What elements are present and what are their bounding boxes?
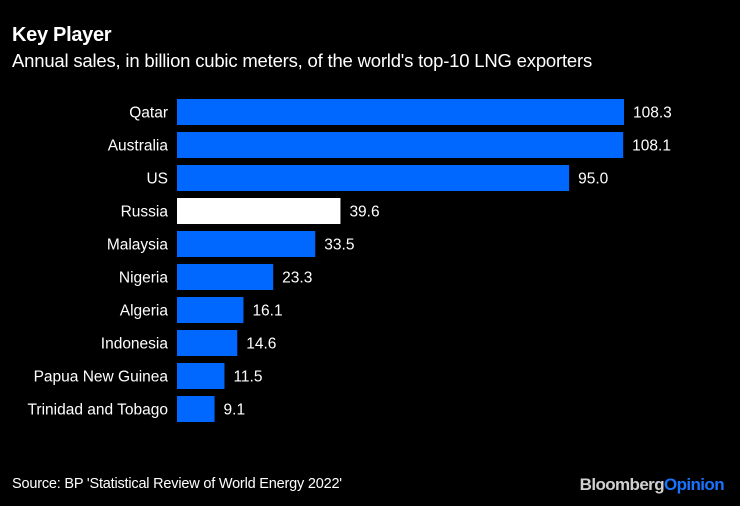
chart-title: Key Player [12, 24, 112, 46]
category-label-russia: Russia [121, 204, 169, 221]
bar-australia [177, 132, 624, 158]
value-label-qatar: 108.3 [633, 105, 672, 122]
category-label-malaysia: Malaysia [107, 237, 169, 254]
category-label-indonesia: Indonesia [101, 336, 169, 353]
bar-russia [177, 198, 341, 224]
category-label-nigeria: Nigeria [119, 270, 168, 287]
value-label-papua-new-guinea: 11.5 [233, 369, 262, 386]
value-label-indonesia: 14.6 [246, 336, 276, 353]
value-label-algeria: 16.1 [252, 303, 282, 320]
value-label-russia: 39.6 [349, 204, 379, 221]
bars-layer: Qatar 108.3 Australia 108.1 US 95.0 Russia 39.6… [28, 99, 672, 422]
value-label-nigeria: 23.3 [282, 270, 312, 287]
source-note: Source: BP 'Statistical Review of World … [12, 476, 342, 492]
brand-opinion: Opinion [663, 475, 725, 494]
bar-malaysia [177, 231, 316, 257]
category-label-papua-new-guinea: Papua New Guinea [34, 369, 169, 386]
value-label-trinidad-and-tobago: 9.1 [224, 402, 246, 419]
bar-algeria [177, 297, 244, 323]
bar-qatar [177, 99, 624, 125]
category-label-australia: Australia [108, 138, 169, 155]
value-label-australia: 108.1 [632, 138, 671, 155]
bar-trinidad-and-tobago [177, 396, 215, 422]
bar-papua-new-guinea [177, 363, 225, 389]
bar-us [177, 165, 570, 191]
category-label-us: US [146, 171, 168, 188]
brand-bloomberg: Bloomberg [579, 475, 665, 494]
brand-logo: BloombergOpinion [579, 475, 725, 495]
value-label-malaysia: 33.5 [324, 237, 354, 254]
category-label-algeria: Algeria [120, 303, 169, 320]
bar-nigeria [177, 264, 274, 290]
category-label-trinidad-and-tobago: Trinidad and Tobago [28, 402, 168, 419]
bar-indonesia [177, 330, 238, 356]
category-label-qatar: Qatar [129, 105, 168, 122]
chart-subtitle: Annual sales, in billion cubic meters, o… [12, 50, 592, 71]
value-label-us: 95.0 [578, 171, 609, 188]
